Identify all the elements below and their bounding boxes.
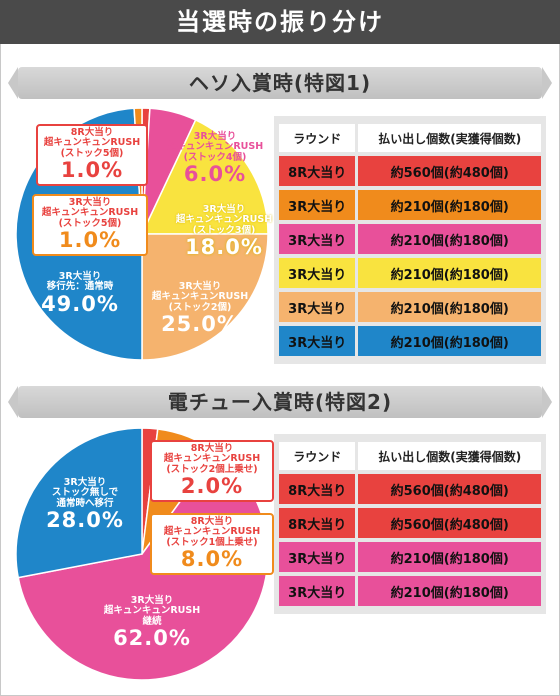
round-cell: 3R大当り: [279, 576, 359, 606]
slice-label: 8R大当り 超キュンキュンRUSH (ストック5個) 1.0%: [36, 124, 148, 187]
round-cell: 3R大当り: [279, 542, 359, 572]
table-header: ラウンド: [279, 124, 359, 152]
table-row: 3R大当り 約210個(約180個): [279, 224, 541, 254]
table-header: 払い出し個数(実獲得個数): [358, 124, 541, 152]
slice-label: 3R大当り 超キュンキュンRUSH (ストック5個) 1.0%: [32, 194, 148, 257]
payout-cell: 約210個(約180個): [358, 542, 541, 572]
slice-label: 3R大当り 移行先：通常時 49.0%: [41, 271, 119, 316]
round-cell: 3R大当り: [279, 292, 359, 322]
round-cell: 8R大当り: [279, 156, 359, 186]
payout-table-1: ラウンド 払い出し個数(実獲得個数) 8R大当り 約560個(約480個) 3R大当り…: [274, 116, 546, 364]
pie-slice: [17, 451, 269, 681]
round-cell: 3R大当り: [279, 224, 359, 254]
payout-cell: 約210個(約180個): [358, 224, 541, 254]
payout-cell: 約560個(約480個): [358, 508, 541, 538]
payout-cell: 約560個(約480個): [358, 156, 541, 186]
pie-slice: [141, 233, 269, 361]
table-header: ラウンド: [279, 442, 359, 470]
payout-cell: 約210個(約180個): [358, 292, 541, 322]
pie-slice: [140, 118, 269, 235]
payout-cell: 約210個(約180個): [358, 258, 541, 288]
payout-cell: 約210個(約180個): [358, 190, 541, 220]
table-row: 3R大当り 約210個(約180個): [279, 326, 541, 356]
table-row: 3R大当り 約210個(約180個): [279, 258, 541, 288]
table-row: 3R大当り 約210個(約180個): [279, 576, 541, 606]
table-header: 払い出し個数(実獲得個数): [358, 442, 541, 470]
table-row: 8R大当り 約560個(約480個): [279, 508, 541, 538]
payout-cell: 約210個(約180個): [358, 326, 541, 356]
section-heading-1: ヘソ入賞時(特図1): [8, 67, 552, 99]
round-cell: 3R大当り: [279, 326, 359, 356]
slice-label: 3R大当り 超キュンキュンRUSH (ストック3個) 18.0%: [175, 204, 273, 260]
slice-label: 3R大当り 超キュンキュンRUSH (ストック4個) 6.0%: [166, 131, 264, 187]
table-row: 3R大当り 約210個(約180個): [279, 190, 541, 220]
round-cell: 3R大当り: [279, 190, 359, 220]
slice-label: 8R大当り 超キュンキュンRUSH (ストック1個上乗せ) 8.0%: [150, 513, 274, 576]
round-cell: 3R大当り: [279, 258, 359, 288]
slice-label: 3R大当り ストック無しで 通常時へ移行 28.0%: [46, 477, 124, 533]
table-row: 8R大当り 約560個(約480個): [279, 156, 541, 186]
table-row: 3R大当り 約210個(約180個): [279, 292, 541, 322]
payout-cell: 約210個(約180個): [358, 576, 541, 606]
payout-table-2: ラウンド 払い出し個数(実獲得個数) 8R大当り 約560個(約480個) 8R大当り…: [274, 434, 546, 614]
round-cell: 8R大当り: [279, 474, 359, 504]
slice-label: 3R大当り 超キュンキュンRUSH (ストック2個) 25.0%: [151, 281, 249, 337]
slice-label: 8R大当り 超キュンキュンRUSH (ストック2個上乗せ) 2.0%: [150, 440, 274, 503]
table-row: 8R大当り 約560個(約480個): [279, 474, 541, 504]
pie-slice: [15, 427, 143, 579]
page-title: 当選時の振り分け: [0, 0, 560, 44]
slice-label: 3R大当り 超キュンキュンRUSH 継続 62.0%: [103, 595, 201, 651]
round-cell: 8R大当り: [279, 508, 359, 538]
section-heading-2: 電チュー入賞時(特図2): [8, 386, 552, 418]
table-row: 3R大当り 約210個(約180個): [279, 542, 541, 572]
payout-cell: 約560個(約480個): [358, 474, 541, 504]
